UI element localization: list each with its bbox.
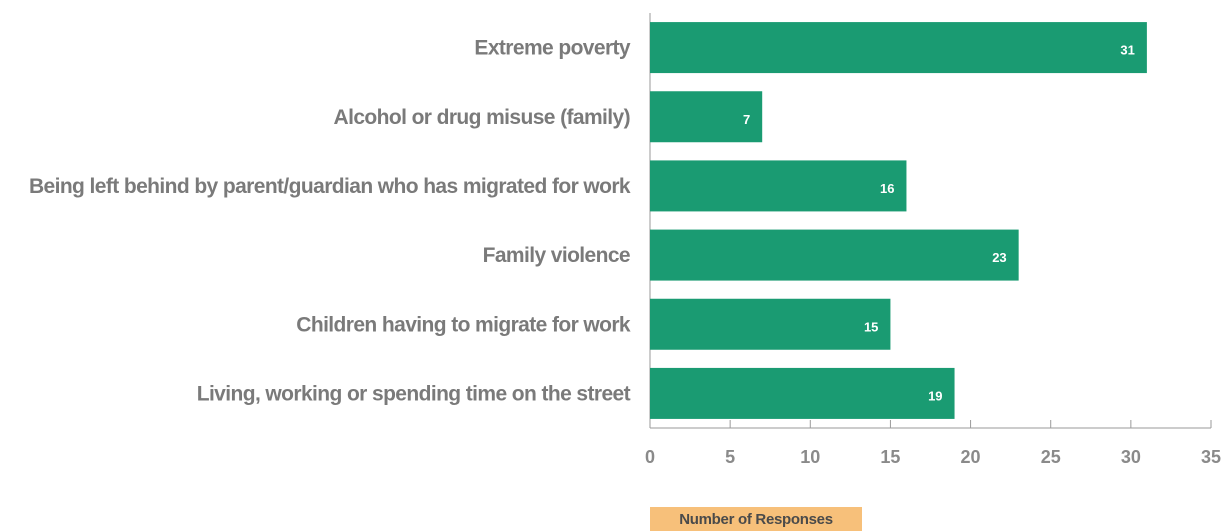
data-label: 23 [992, 250, 1006, 265]
x-tick-label: 30 [1121, 447, 1141, 467]
category-labels: Extreme poverty Alcohol or drug misuse (f… [29, 37, 632, 406]
chart-bars: 31 7 16 23 15 19 [650, 22, 1147, 419]
bar [650, 367, 955, 419]
x-tick-label: 25 [1041, 447, 1061, 467]
category-label: Alcohol or drug misuse (family) [334, 106, 630, 129]
legend: Number of Responses [650, 507, 862, 531]
legend-label: Number of Responses [679, 510, 833, 528]
x-tick-labels: 0 5 10 15 20 25 30 35 [645, 447, 1221, 467]
category-label: Children having to migrate for work [296, 313, 631, 336]
data-label: 15 [864, 319, 878, 334]
x-tick-label: 20 [961, 447, 981, 467]
category-label: Extreme poverty [474, 37, 630, 60]
x-tick-label: 10 [800, 447, 820, 467]
x-tick-label: 35 [1201, 447, 1221, 467]
x-tick-label: 0 [645, 447, 655, 467]
data-label: 7 [743, 112, 750, 127]
data-label: 31 [1120, 43, 1134, 58]
chart-axes [649, 13, 1212, 429]
category-label: Being left behind by parent/guardian who… [29, 175, 631, 198]
category-label: Living, working or spending time on the … [197, 382, 631, 405]
category-label: Family violence [483, 244, 630, 267]
bar [650, 160, 907, 212]
x-tick-label: 15 [880, 447, 900, 467]
bar [650, 91, 763, 143]
data-label: 19 [928, 388, 942, 403]
data-label: 16 [880, 181, 894, 196]
bar [650, 229, 1019, 281]
x-tick-label: 5 [725, 447, 735, 467]
bar [650, 298, 891, 350]
bar [650, 22, 1147, 74]
